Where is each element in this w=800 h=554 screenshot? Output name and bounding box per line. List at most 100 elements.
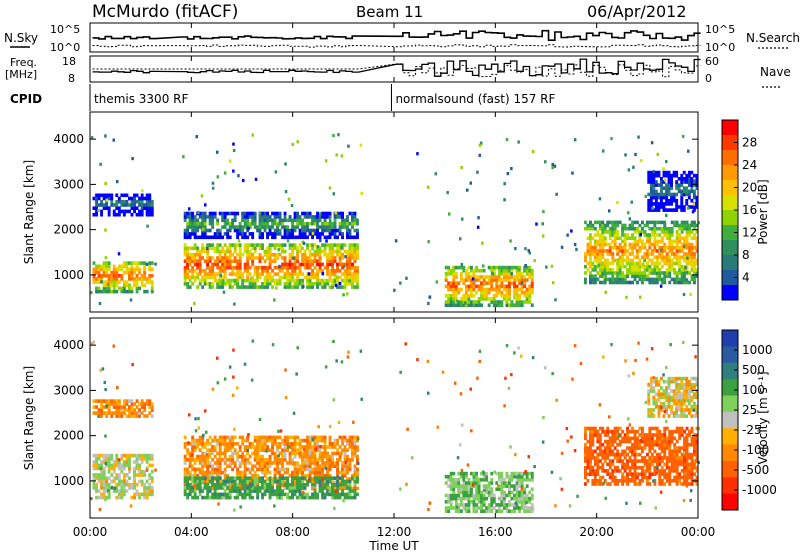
heatmap-cell [603, 433, 607, 437]
heatmap-cell [138, 286, 141, 291]
heatmap-cell [95, 286, 98, 291]
heatmap-cell [198, 262, 202, 267]
heatmap-cell [621, 472, 625, 476]
heatmap-cell [660, 252, 664, 256]
heatmap-cell [316, 495, 319, 500]
heatmap-cell [338, 285, 342, 289]
heatmap-cell [500, 484, 504, 488]
heatmap-cell [603, 261, 607, 266]
heatmap-cell [663, 226, 667, 231]
heatmap-cell [256, 228, 260, 233]
heatmap-cell [203, 282, 207, 286]
heatmap-cell [518, 303, 521, 307]
heatmap-cell [283, 492, 287, 497]
heatmap-cell [500, 281, 504, 285]
heatmap-cell [306, 438, 309, 443]
heatmap-cell [268, 438, 272, 443]
heatmap-cell [447, 474, 451, 479]
heatmap-cell [333, 259, 337, 263]
heatmap-cell [213, 476, 217, 480]
heatmap-cell [675, 180, 679, 184]
heatmap-cell [284, 162, 287, 166]
heatmap-cell [472, 496, 476, 501]
heatmap-cell [238, 225, 242, 229]
heatmap-cell [472, 478, 476, 482]
heatmap-cell [491, 272, 494, 276]
heatmap-cell [497, 506, 501, 510]
heatmap-cell [336, 486, 339, 490]
heatmap-cell [328, 225, 332, 229]
heatmap-cell [236, 278, 240, 283]
heatmap-cell [633, 462, 637, 467]
heatmap-cell [313, 282, 317, 286]
heatmap-cell [206, 474, 210, 478]
heatmap-cell [311, 461, 314, 465]
heatmap-cell [196, 252, 200, 257]
heatmap-cell [638, 245, 642, 250]
heatmap-cell [523, 490, 527, 495]
heatmap-cell [216, 256, 220, 260]
heatmap-cell [291, 228, 294, 233]
heatmap-cell [520, 493, 524, 498]
heatmap-cell [117, 286, 121, 291]
heatmap-cell [348, 221, 352, 226]
heatmap-cell [198, 470, 202, 475]
heatmap-cell [596, 482, 600, 486]
heatmap-cell [110, 473, 114, 477]
heatmap-cell [525, 297, 529, 301]
heatmap-cell [105, 460, 109, 464]
heatmap-cell [523, 268, 527, 273]
heatmap-cell [316, 435, 319, 440]
heatmap-cell [150, 479, 154, 484]
heatmap-cell [447, 493, 451, 498]
heatmap-cell [336, 479, 339, 484]
heatmap-cell [490, 500, 494, 504]
heatmap-cell [138, 277, 141, 281]
heatmap-cell [318, 464, 322, 468]
heatmap-cell [518, 490, 521, 495]
heatmap-cell [258, 265, 262, 270]
heatmap-cell [218, 454, 222, 459]
heatmap-cell [316, 445, 319, 449]
heatmap-cell [231, 442, 235, 446]
heatmap-cell [291, 225, 294, 229]
heatmap-cell [641, 274, 644, 278]
heatmap-cell [318, 269, 322, 273]
heatmap-cell [296, 476, 299, 480]
heatmap-cell [318, 489, 322, 493]
heatmap-cell [482, 287, 486, 292]
heatmap-cell [616, 252, 620, 256]
heatmap-cell [510, 281, 514, 285]
heatmap-cell [148, 267, 152, 272]
heatmap-cell [248, 461, 252, 465]
heatmap-cell [695, 180, 699, 184]
heatmap-cell [584, 456, 587, 460]
heatmap-cell [223, 438, 227, 443]
heatmap-cell [459, 287, 463, 292]
heatmap-cell [140, 453, 144, 458]
heatmap-cell [278, 445, 282, 449]
heatmap-cell [208, 246, 212, 251]
heatmap-cell [351, 262, 354, 267]
heatmap-cell [226, 256, 230, 260]
heatmap-cell [665, 170, 668, 175]
heatmap-cell [120, 489, 124, 493]
heatmap-cell [193, 259, 197, 263]
heatmap-cell [500, 500, 504, 504]
heatmap-cell [475, 490, 478, 495]
heatmap-cell [623, 439, 627, 444]
heatmap-cell [288, 275, 292, 280]
heatmap-cell [598, 452, 602, 457]
heatmap-cell [193, 275, 197, 280]
heatmap-cell [273, 235, 277, 240]
heatmap-cell [188, 486, 192, 490]
heatmap-cell [120, 274, 124, 278]
heatmap-cell [117, 199, 121, 204]
heatmap-cell [105, 267, 109, 272]
heatmap-cell [293, 442, 297, 446]
heatmap-cell [464, 287, 468, 292]
heatmap-cell [128, 411, 131, 415]
heatmap-cell [218, 243, 222, 247]
heatmap-cell [482, 500, 486, 504]
heatmap-cell [241, 252, 245, 257]
